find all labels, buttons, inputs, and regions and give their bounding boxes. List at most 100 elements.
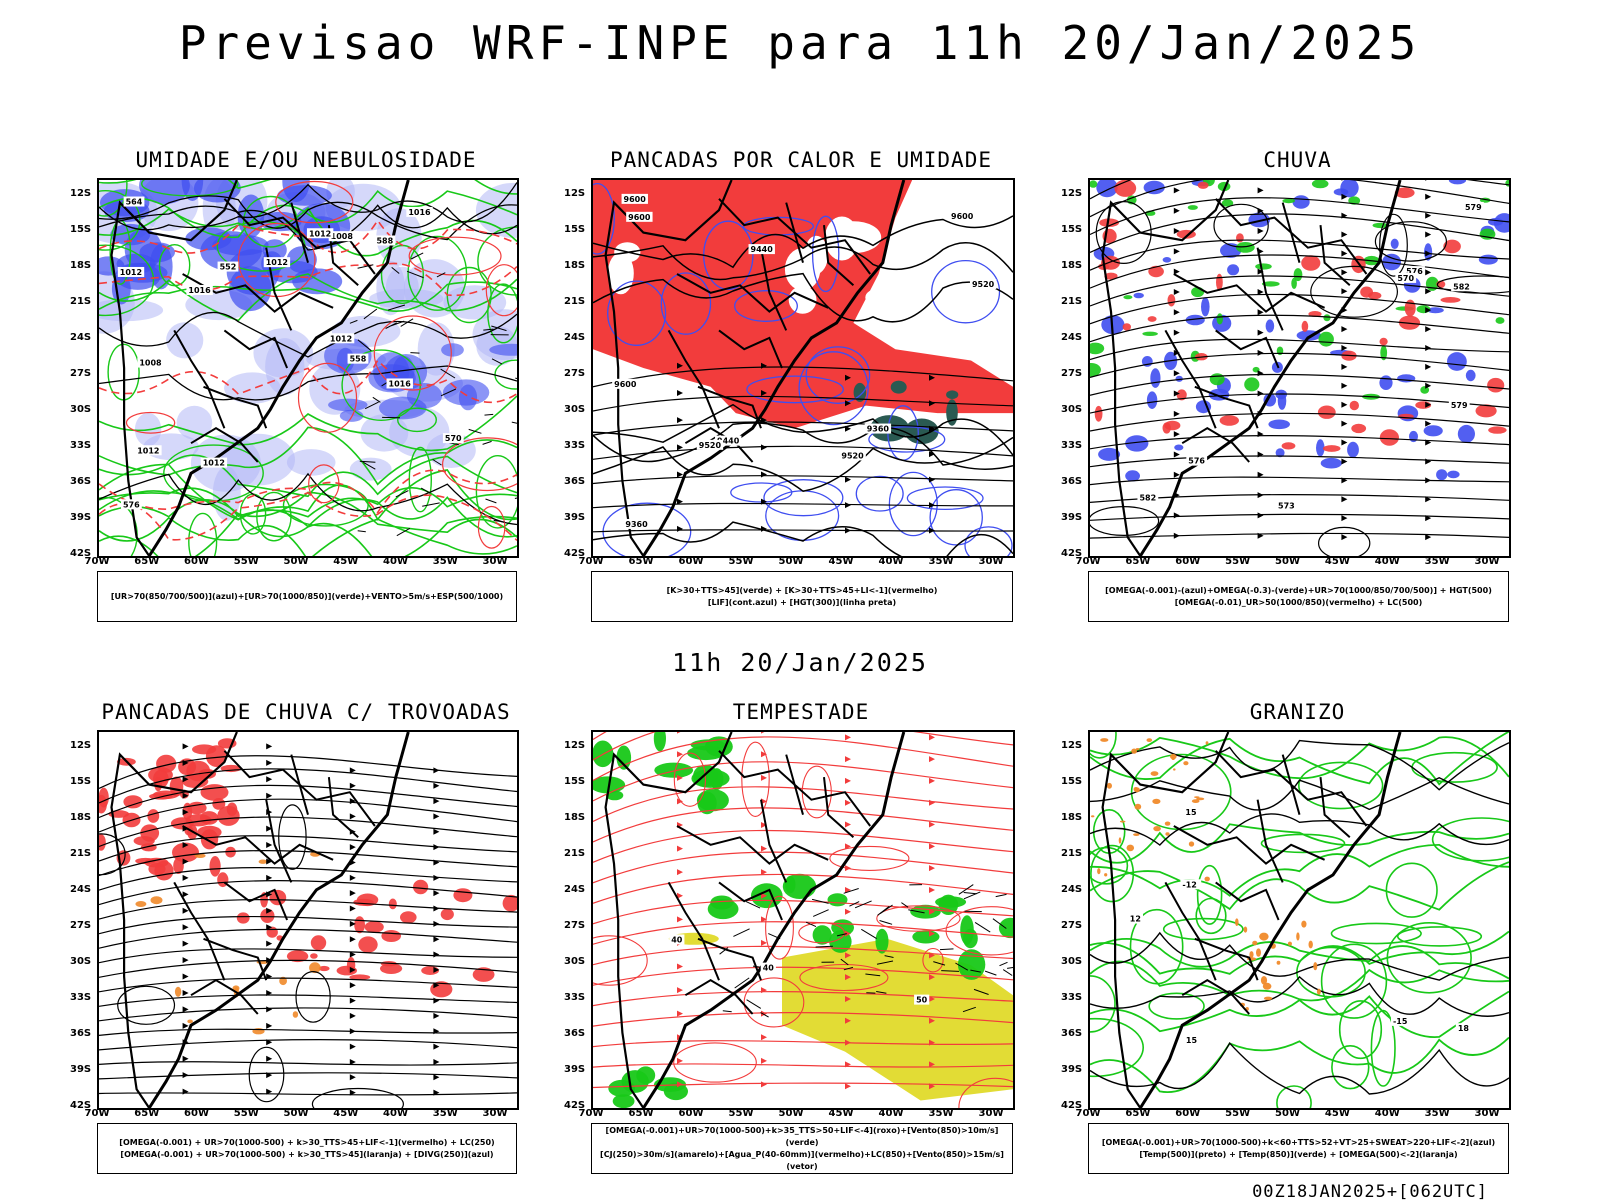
map-svg-trovoadas (99, 732, 517, 1108)
field-patch (441, 909, 454, 921)
field-patch (1350, 401, 1359, 410)
field-patch (1277, 961, 1281, 965)
state-border (1165, 330, 1215, 428)
state-border (698, 939, 761, 980)
wind-vector (940, 949, 954, 950)
streamline-arrow (183, 875, 189, 881)
state-border (685, 980, 752, 1014)
field-patch (1205, 877, 1210, 882)
streamline-arrow (845, 734, 851, 740)
contour-line (593, 423, 1013, 465)
lat-label: 33S (70, 992, 91, 1003)
field-patch (1496, 317, 1505, 324)
lat-label: 12S (70, 740, 91, 751)
lat-label: 18S (70, 260, 91, 271)
lat-label: 39S (1061, 512, 1082, 523)
streamline-arrow (1341, 496, 1347, 502)
field-patch (453, 888, 472, 902)
streamline-arrow (1174, 431, 1180, 437)
field-patch (1095, 406, 1103, 422)
contour-label: 564 (126, 198, 143, 207)
field-patch (1172, 757, 1175, 760)
contour-loop (930, 490, 982, 545)
lon-label: 70W (85, 556, 110, 567)
field-patch (1244, 377, 1259, 391)
field-patch (1319, 332, 1334, 347)
lat-label: 33S (1061, 440, 1082, 451)
streamline-arrow (1258, 228, 1264, 234)
streamline (593, 530, 1013, 532)
lat-label: 15S (1061, 224, 1082, 235)
field-patch (865, 289, 893, 307)
field-patch (1210, 373, 1225, 385)
field-patch (1163, 257, 1172, 263)
lat-label: 39S (70, 1064, 91, 1075)
contour-label: 582 (1139, 494, 1156, 503)
field-patch (1488, 218, 1503, 226)
contour-loop (1398, 927, 1482, 946)
field-patch (1282, 199, 1295, 204)
lat-label: 39S (70, 512, 91, 523)
streamline-arrow (1341, 364, 1347, 370)
streamline (99, 799, 517, 832)
streamline-arrow (433, 998, 439, 1004)
field-patch (1321, 458, 1342, 469)
wind-vector (880, 921, 893, 925)
streamline-arrow (183, 1056, 189, 1062)
contour-label: 1012 (137, 446, 159, 455)
streamline (99, 960, 517, 977)
streamline-arrow (350, 1074, 356, 1080)
field-patch (1441, 297, 1461, 303)
streamline-arrow (929, 800, 935, 806)
streamline-arrow (1174, 451, 1180, 457)
streamline-arrow (1425, 458, 1431, 464)
lat-label: 33S (70, 440, 91, 451)
streamline-arrow (761, 1034, 767, 1040)
lon-label: 35W (433, 1108, 458, 1119)
streamline-arrow (677, 444, 683, 450)
field-patch (1168, 294, 1176, 306)
field-patch (1090, 343, 1104, 355)
lon-label: 30W (1475, 1108, 1500, 1119)
lat-label: 15S (70, 224, 91, 235)
field-patch (140, 824, 159, 841)
legend-line: [K>30+TTS>45](verde) + [K>30+TTS>45+LI<-… (667, 585, 938, 597)
field-patch (287, 246, 317, 273)
lat-label: 24S (564, 332, 585, 343)
contour-label: 1012 (203, 459, 225, 468)
lon-label: 65W (629, 556, 654, 567)
wind-vector (1003, 970, 1012, 976)
field-patch (905, 419, 939, 445)
field-patch (1249, 951, 1253, 958)
streamline-arrow (1425, 364, 1431, 370)
field-patch (1165, 822, 1171, 826)
state-border (761, 800, 786, 883)
field-patch (1134, 787, 1139, 792)
field-patch (1301, 921, 1306, 928)
streamline-arrow (1258, 309, 1264, 315)
field-patch (710, 768, 723, 790)
streamline (99, 1093, 517, 1095)
lon-label: 40W (879, 1108, 904, 1119)
field-patch (1107, 783, 1112, 789)
contour-loop (1332, 1046, 1369, 1089)
wind-vector (813, 910, 828, 917)
streamline-arrow (433, 1059, 439, 1065)
contour-label: 18 (1458, 1024, 1470, 1033)
streamline-arrow (1174, 512, 1180, 518)
state-border (291, 755, 308, 815)
field-patch (210, 856, 221, 877)
lat-label: 12S (564, 740, 585, 751)
lon-label: 70W (85, 1108, 110, 1119)
streamline (99, 1073, 517, 1079)
field-patch (1436, 469, 1447, 480)
streamline-arrow (677, 471, 683, 477)
field-patch (1380, 338, 1388, 346)
streamline (1090, 456, 1509, 467)
field-patch (912, 930, 939, 943)
streamline-arrow (1258, 330, 1264, 336)
field-patch (1119, 837, 1122, 843)
lon-label: 70W (1076, 1108, 1101, 1119)
